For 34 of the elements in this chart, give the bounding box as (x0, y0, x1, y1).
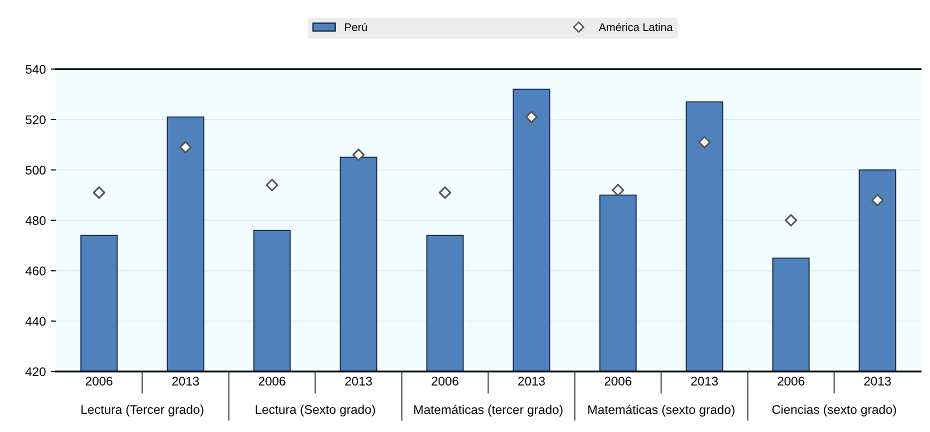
y-tick-label: 480 (26, 216, 46, 225)
point (784, 214, 798, 227)
y-tick-label: 500 (26, 166, 46, 175)
y-tick-label: 460 (26, 266, 46, 276)
x-tick-label: 2013 (691, 376, 718, 386)
text: Lectura (Sexto grado) (256, 404, 375, 416)
y-tick-label: 540 (26, 64, 46, 74)
x-tick-label: 2013 (172, 376, 199, 386)
x-tick-label: 2013 (864, 376, 891, 386)
x-tick-label: 2006 (86, 376, 112, 386)
y-tick-label: 520 (26, 115, 46, 124)
x-tick-label: 2013 (345, 376, 372, 386)
text: Matemáticas (tercer grado) (414, 404, 563, 417)
legend-label: América Latina (598, 22, 673, 32)
y-tick-label: 440 (26, 316, 46, 326)
x-tick-label: 2006 (432, 376, 458, 386)
legend-label: Perú (345, 22, 367, 32)
point (438, 186, 452, 199)
point (179, 141, 192, 154)
x-tick-label: 2006 (778, 376, 804, 386)
text: Matemáticas (sexto grado) (588, 404, 734, 417)
point (698, 136, 711, 148)
point (871, 194, 884, 206)
point (92, 186, 106, 199)
point (266, 178, 278, 192)
point (352, 148, 365, 162)
point (525, 110, 538, 124)
y-tick-label: 420 (26, 367, 46, 376)
x-tick-label: 2006 (604, 376, 632, 386)
text: Ciencias (sexto grado) (772, 404, 896, 416)
x-tick-label: 2006 (258, 376, 286, 386)
x-tick-label: 2013 (518, 376, 545, 386)
point (612, 184, 624, 196)
text: Lectura (Tercer grado) (81, 404, 204, 416)
